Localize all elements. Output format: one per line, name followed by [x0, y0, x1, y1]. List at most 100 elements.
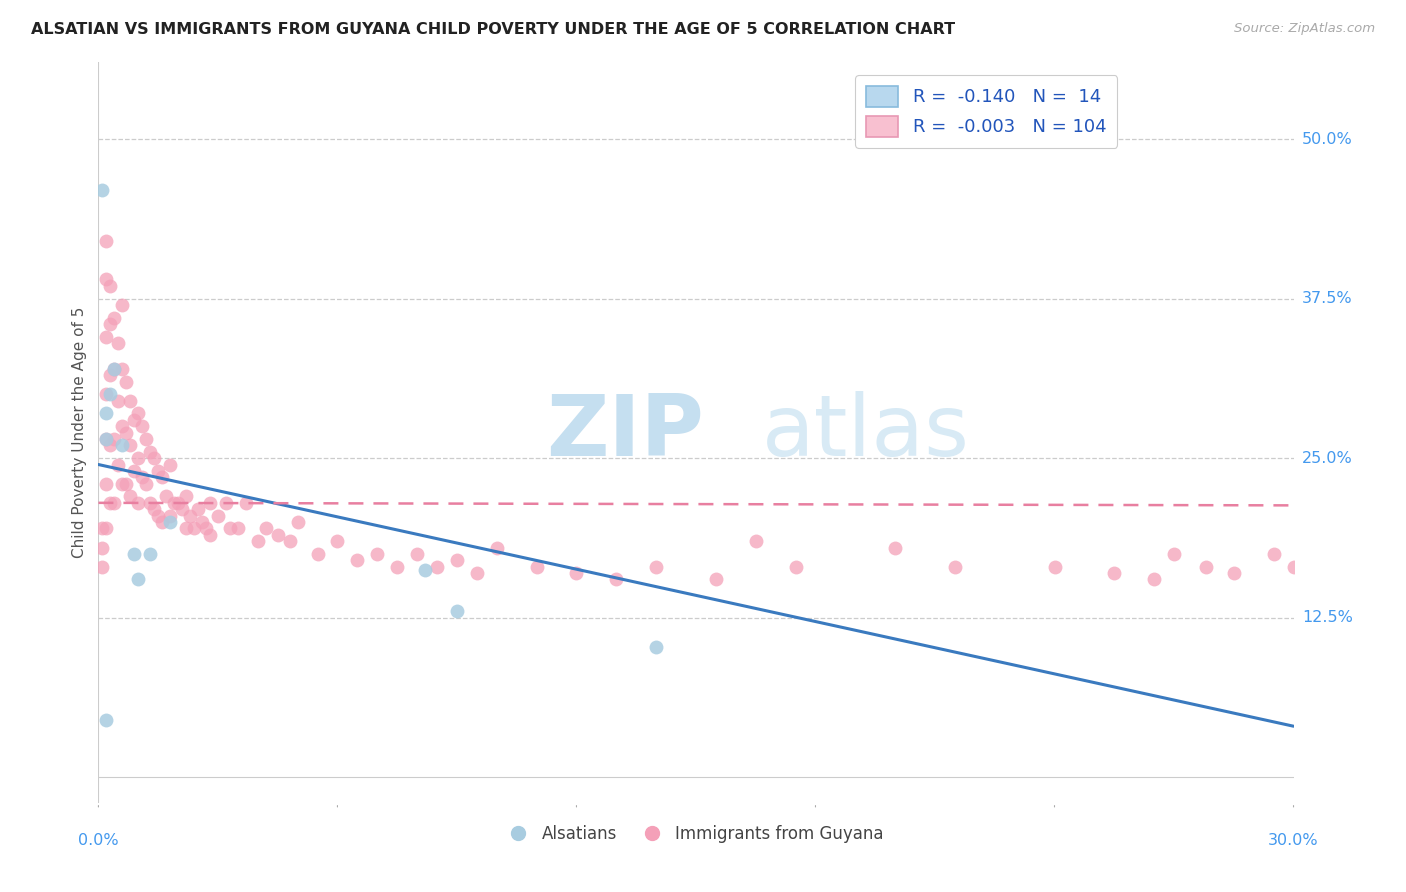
Text: 25.0%: 25.0%	[1302, 450, 1353, 466]
Point	[103, 361, 125, 376]
Point	[115, 476, 138, 491]
Point	[150, 470, 173, 484]
Point	[219, 521, 242, 535]
Point	[111, 476, 134, 491]
Point	[111, 298, 134, 312]
Point	[103, 361, 125, 376]
Point	[96, 234, 118, 248]
Point	[91, 541, 114, 555]
Point	[96, 272, 118, 286]
Point	[1163, 547, 1185, 561]
Point	[605, 573, 627, 587]
Text: atlas: atlas	[762, 391, 970, 475]
Point	[96, 330, 118, 344]
Point	[174, 521, 197, 535]
Point	[139, 547, 162, 561]
Point	[115, 425, 138, 440]
Point	[115, 375, 138, 389]
Point	[1223, 566, 1246, 580]
Point	[385, 559, 409, 574]
Point	[645, 640, 668, 654]
Point	[1282, 559, 1305, 574]
Point	[131, 419, 153, 434]
Point	[307, 547, 329, 561]
Text: ALSATIAN VS IMMIGRANTS FROM GUYANA CHILD POVERTY UNDER THE AGE OF 5 CORRELATION : ALSATIAN VS IMMIGRANTS FROM GUYANA CHILD…	[31, 22, 955, 37]
Point	[278, 534, 301, 549]
Text: 30.0%: 30.0%	[1268, 833, 1319, 848]
Point	[148, 464, 170, 478]
Point	[565, 566, 588, 580]
Point	[179, 508, 201, 523]
Point	[287, 515, 309, 529]
Point	[96, 713, 118, 727]
Point	[98, 387, 122, 401]
Text: 37.5%: 37.5%	[1302, 291, 1353, 306]
Point	[267, 527, 290, 541]
Point	[191, 515, 214, 529]
Point	[107, 393, 129, 408]
Point	[198, 496, 221, 510]
Point	[120, 438, 142, 452]
Point	[143, 451, 166, 466]
Point	[111, 361, 134, 376]
Point	[446, 604, 468, 618]
Point	[1302, 579, 1324, 593]
Point	[148, 508, 170, 523]
Point	[96, 476, 118, 491]
Point	[1104, 566, 1126, 580]
Point	[124, 413, 146, 427]
Point	[135, 432, 157, 446]
Point	[96, 407, 118, 421]
Point	[645, 559, 668, 574]
Point	[1043, 559, 1066, 574]
Point	[465, 566, 488, 580]
Point	[745, 534, 768, 549]
Point	[226, 521, 249, 535]
Point	[198, 527, 221, 541]
Point	[1322, 566, 1344, 580]
Point	[155, 490, 177, 504]
Point	[96, 432, 118, 446]
Point	[207, 508, 229, 523]
Point	[163, 496, 186, 510]
Point	[406, 547, 429, 561]
Point	[183, 521, 205, 535]
Point	[485, 541, 508, 555]
Point	[120, 490, 142, 504]
Point	[174, 490, 197, 504]
Point	[215, 496, 238, 510]
Point	[346, 553, 368, 567]
Point	[91, 559, 114, 574]
Point	[254, 521, 277, 535]
Point	[131, 470, 153, 484]
Text: ZIP: ZIP	[547, 391, 704, 475]
Point	[96, 521, 118, 535]
Point	[235, 496, 257, 510]
Point	[1143, 573, 1166, 587]
Point	[326, 534, 349, 549]
Point	[98, 368, 122, 383]
Point	[107, 336, 129, 351]
Point	[103, 432, 125, 446]
Point	[704, 573, 727, 587]
Point	[111, 419, 134, 434]
Point	[96, 387, 118, 401]
Point	[785, 559, 807, 574]
Point	[159, 508, 181, 523]
Point	[124, 547, 146, 561]
Point	[135, 476, 157, 491]
Point	[111, 438, 134, 452]
Point	[246, 534, 269, 549]
Point	[107, 458, 129, 472]
Point	[884, 541, 907, 555]
Point	[127, 451, 149, 466]
Point	[526, 559, 548, 574]
Point	[1195, 559, 1218, 574]
Point	[366, 547, 388, 561]
Point	[167, 496, 190, 510]
Point	[127, 407, 149, 421]
Text: 12.5%: 12.5%	[1302, 610, 1353, 625]
Point	[91, 521, 114, 535]
Text: 50.0%: 50.0%	[1302, 131, 1353, 146]
Point	[98, 496, 122, 510]
